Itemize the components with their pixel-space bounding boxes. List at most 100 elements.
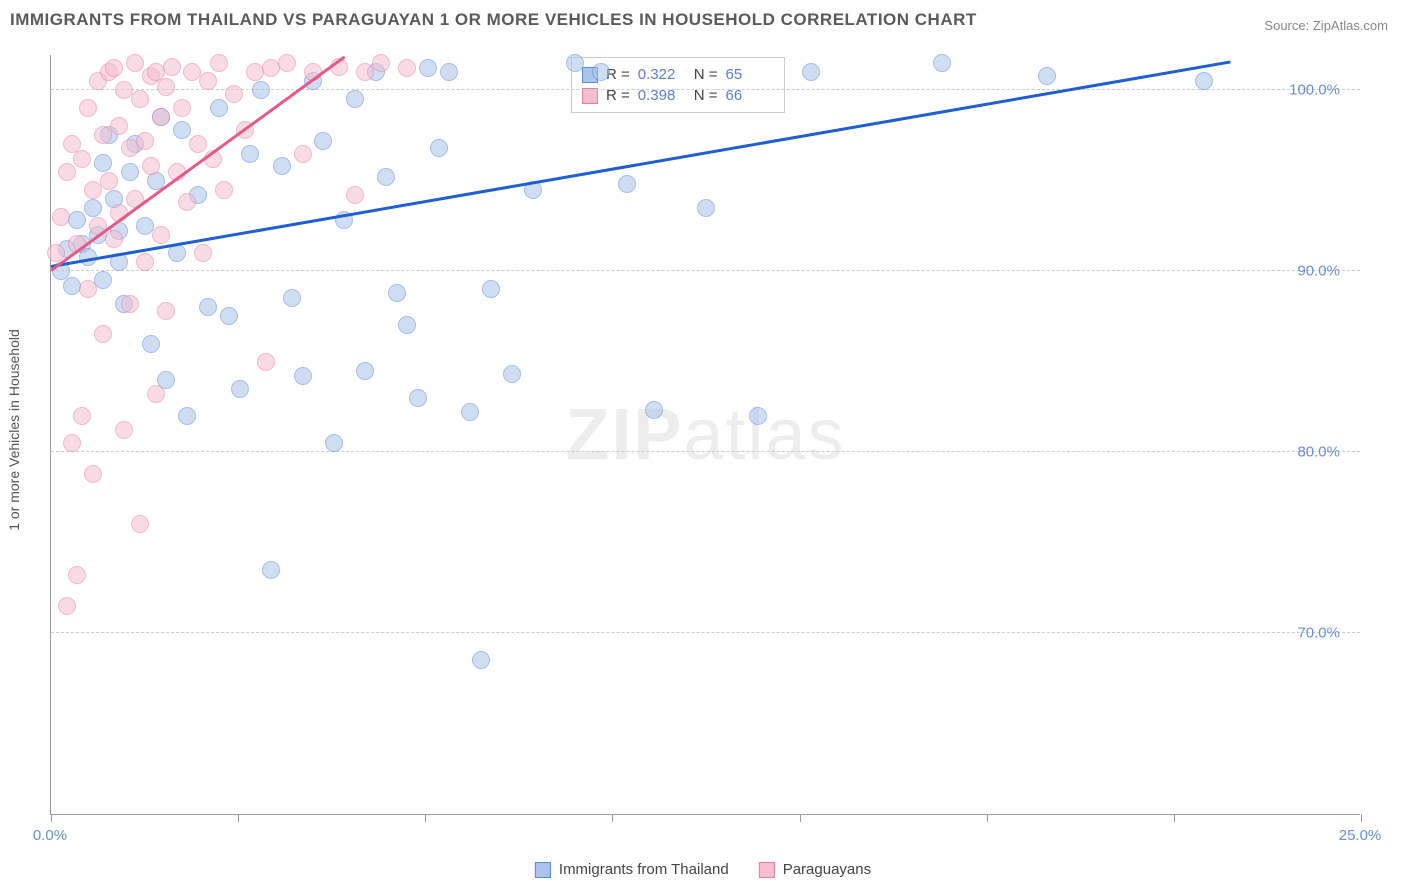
scatter-point [194, 244, 212, 262]
scatter-point [110, 117, 128, 135]
scatter-point [356, 362, 374, 380]
scatter-point [84, 199, 102, 217]
scatter-point [377, 168, 395, 186]
y-axis-label: 1 or more Vehicles in Household [6, 329, 22, 531]
scatter-point [388, 284, 406, 302]
gridline-h [51, 89, 1360, 90]
scatter-point [199, 72, 217, 90]
scatter-point [121, 295, 139, 313]
scatter-point [1195, 72, 1213, 90]
scatter-point [105, 230, 123, 248]
scatter-point [94, 271, 112, 289]
scatter-point [58, 163, 76, 181]
y-tick-label: 100.0% [1289, 82, 1340, 99]
scatter-point [697, 199, 715, 217]
scatter-point [121, 163, 139, 181]
scatter-point [802, 63, 820, 81]
scatter-point [294, 367, 312, 385]
watermark-zip: ZIP [565, 395, 683, 475]
scatter-point [325, 434, 343, 452]
scatter-point [440, 63, 458, 81]
legend-label-paraguay: Paraguayans [783, 861, 871, 878]
gridline-h [51, 632, 1360, 633]
scatter-point [152, 108, 170, 126]
scatter-point [398, 316, 416, 334]
chart-title: IMMIGRANTS FROM THAILAND VS PARAGUAYAN 1… [10, 10, 977, 30]
scatter-point [346, 90, 364, 108]
scatter-point [94, 325, 112, 343]
scatter-point [257, 353, 275, 371]
scatter-point [503, 365, 521, 383]
scatter-point [63, 434, 81, 452]
scatter-point [241, 145, 259, 163]
chart-container: IMMIGRANTS FROM THAILAND VS PARAGUAYAN 1… [0, 0, 1406, 892]
scatter-point [126, 54, 144, 72]
source-value: ZipAtlas.com [1313, 18, 1388, 33]
scatter-point [346, 186, 364, 204]
scatter-point [419, 59, 437, 77]
x-tick [238, 814, 239, 822]
x-tick [800, 814, 801, 822]
scatter-point [58, 597, 76, 615]
y-tick-label: 70.0% [1297, 625, 1340, 642]
legend-item-paraguay: Paraguayans [759, 861, 871, 878]
scatter-point [79, 280, 97, 298]
x-tick-label: 25.0% [1339, 827, 1382, 844]
x-tick [51, 814, 52, 822]
scatter-point [147, 385, 165, 403]
scatter-point [409, 389, 427, 407]
scatter-point [73, 150, 91, 168]
scatter-point [314, 132, 332, 150]
y-tick-label: 90.0% [1297, 263, 1340, 280]
scatter-point [73, 407, 91, 425]
r-value-thailand: 0.322 [638, 66, 686, 83]
legend-item-thailand: Immigrants from Thailand [535, 861, 729, 878]
scatter-point [283, 289, 301, 307]
scatter-point [933, 54, 951, 72]
scatter-point [52, 208, 70, 226]
scatter-point [68, 211, 86, 229]
legend-row-thailand: R = 0.322 N = 65 [582, 64, 774, 85]
scatter-point [231, 380, 249, 398]
scatter-point [136, 253, 154, 271]
scatter-point [189, 135, 207, 153]
scatter-point [1038, 67, 1056, 85]
scatter-point [482, 280, 500, 298]
scatter-point [566, 54, 584, 72]
x-tick [425, 814, 426, 822]
scatter-point [278, 54, 296, 72]
scatter-point [178, 193, 196, 211]
source-attribution: Source: ZipAtlas.com [1264, 18, 1388, 33]
scatter-point [173, 121, 191, 139]
scatter-point [372, 54, 390, 72]
gridline-h [51, 270, 1360, 271]
scatter-point [220, 307, 238, 325]
scatter-point [131, 90, 149, 108]
scatter-point [131, 515, 149, 533]
scatter-point [749, 407, 767, 425]
swatch-paraguay [759, 862, 775, 878]
scatter-point [157, 78, 175, 96]
scatter-point [210, 54, 228, 72]
x-tick-label: 0.0% [33, 827, 67, 844]
scatter-point [252, 81, 270, 99]
legend-row-paraguay: R = 0.398 N = 66 [582, 85, 774, 106]
scatter-point [472, 651, 490, 669]
scatter-point [163, 58, 181, 76]
swatch-thailand [535, 862, 551, 878]
scatter-point [94, 154, 112, 172]
scatter-point [142, 335, 160, 353]
scatter-point [84, 465, 102, 483]
scatter-point [461, 403, 479, 421]
legend-label-thailand: Immigrants from Thailand [559, 861, 729, 878]
scatter-point [136, 132, 154, 150]
scatter-point [173, 99, 191, 117]
scatter-point [225, 85, 243, 103]
scatter-point [618, 175, 636, 193]
n-value-thailand: 65 [726, 66, 774, 83]
scatter-point [178, 407, 196, 425]
x-tick [1361, 814, 1362, 822]
scatter-point [262, 561, 280, 579]
x-tick [1174, 814, 1175, 822]
scatter-point [645, 401, 663, 419]
